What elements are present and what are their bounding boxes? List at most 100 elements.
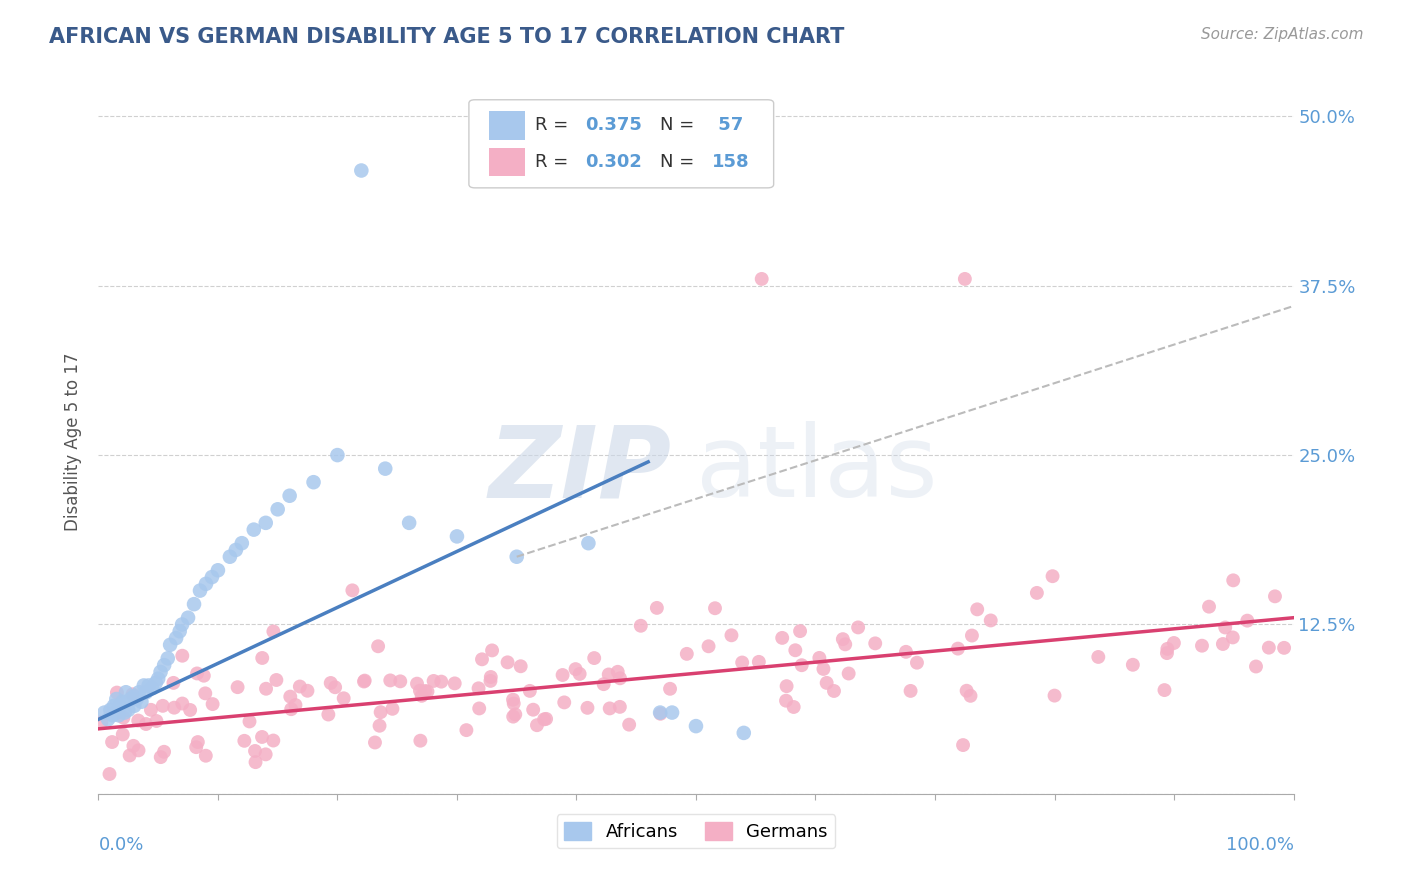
- Point: [733, 726, 755, 740]
- Point: [145, 714, 167, 728]
- Point: [172, 697, 194, 711]
- Text: Source: ZipAtlas.com: Source: ZipAtlas.com: [1201, 27, 1364, 42]
- Point: [609, 699, 631, 714]
- Point: [980, 614, 1002, 628]
- Point: [650, 706, 672, 721]
- Point: [98, 767, 121, 781]
- Point: [131, 695, 153, 709]
- Point: [148, 672, 170, 686]
- Point: [1212, 637, 1234, 651]
- Point: [1257, 640, 1279, 655]
- Point: [194, 686, 217, 700]
- Point: [411, 689, 433, 703]
- Point: [578, 536, 600, 550]
- Point: [169, 624, 191, 639]
- Point: [195, 577, 218, 591]
- Point: [115, 685, 138, 699]
- Point: [319, 676, 342, 690]
- Point: [135, 717, 157, 731]
- Point: [238, 714, 260, 729]
- Point: [364, 735, 387, 749]
- Point: [1163, 636, 1185, 650]
- Point: [1156, 646, 1178, 660]
- Point: [502, 692, 524, 706]
- Point: [648, 706, 672, 720]
- Point: [481, 643, 503, 657]
- Point: [568, 667, 591, 681]
- Point: [519, 684, 541, 698]
- Point: [225, 543, 247, 558]
- Point: [288, 680, 311, 694]
- Y-axis label: Disability Age 5 to 17: Disability Age 5 to 17: [65, 352, 83, 531]
- Point: [863, 636, 886, 650]
- Text: 0.0%: 0.0%: [98, 836, 143, 855]
- Point: [813, 662, 835, 676]
- Point: [785, 643, 807, 657]
- Point: [592, 677, 614, 691]
- Point: [318, 707, 340, 722]
- Point: [645, 601, 668, 615]
- Point: [101, 735, 124, 749]
- Point: [254, 516, 277, 530]
- Point: [278, 489, 301, 503]
- Point: [526, 718, 548, 732]
- Point: [808, 651, 831, 665]
- Point: [479, 670, 502, 684]
- Point: [905, 656, 928, 670]
- Point: [117, 703, 139, 717]
- Point: [661, 706, 683, 720]
- Point: [112, 711, 135, 725]
- Point: [598, 667, 620, 681]
- Bar: [489, 112, 524, 140]
- Point: [790, 658, 813, 673]
- Point: [350, 163, 373, 178]
- Point: [163, 700, 186, 714]
- Point: [367, 640, 389, 654]
- Point: [659, 681, 682, 696]
- Point: [956, 683, 979, 698]
- Point: [252, 651, 274, 665]
- Point: [522, 703, 544, 717]
- Point: [576, 701, 599, 715]
- Point: [389, 674, 412, 689]
- Point: [468, 701, 491, 715]
- Point: [1043, 689, 1066, 703]
- Point: [186, 740, 208, 755]
- Text: N =: N =: [661, 116, 695, 134]
- Point: [506, 549, 529, 564]
- Point: [323, 680, 346, 694]
- Point: [231, 536, 253, 550]
- Point: [471, 652, 494, 666]
- Point: [380, 673, 402, 688]
- Point: [254, 681, 277, 696]
- Point: [838, 666, 860, 681]
- Point: [233, 734, 256, 748]
- Point: [675, 647, 697, 661]
- Point: [243, 744, 266, 758]
- Point: [105, 685, 128, 699]
- Point: [201, 697, 224, 711]
- Point: [243, 523, 266, 537]
- Text: R =: R =: [534, 153, 568, 171]
- Point: [900, 684, 922, 698]
- Point: [297, 683, 319, 698]
- Point: [467, 681, 489, 696]
- Point: [953, 272, 976, 286]
- Point: [326, 448, 349, 462]
- Point: [564, 662, 586, 676]
- Point: [353, 673, 375, 688]
- Point: [93, 706, 115, 720]
- Point: [194, 748, 217, 763]
- Point: [97, 712, 120, 726]
- Point: [111, 727, 134, 741]
- Point: [509, 659, 531, 673]
- Point: [193, 669, 215, 683]
- Point: [262, 624, 284, 639]
- Point: [105, 706, 128, 720]
- Point: [1244, 659, 1267, 673]
- Point: [114, 706, 136, 720]
- Point: [149, 750, 172, 764]
- Point: [630, 619, 652, 633]
- Point: [946, 641, 969, 656]
- Point: [381, 702, 404, 716]
